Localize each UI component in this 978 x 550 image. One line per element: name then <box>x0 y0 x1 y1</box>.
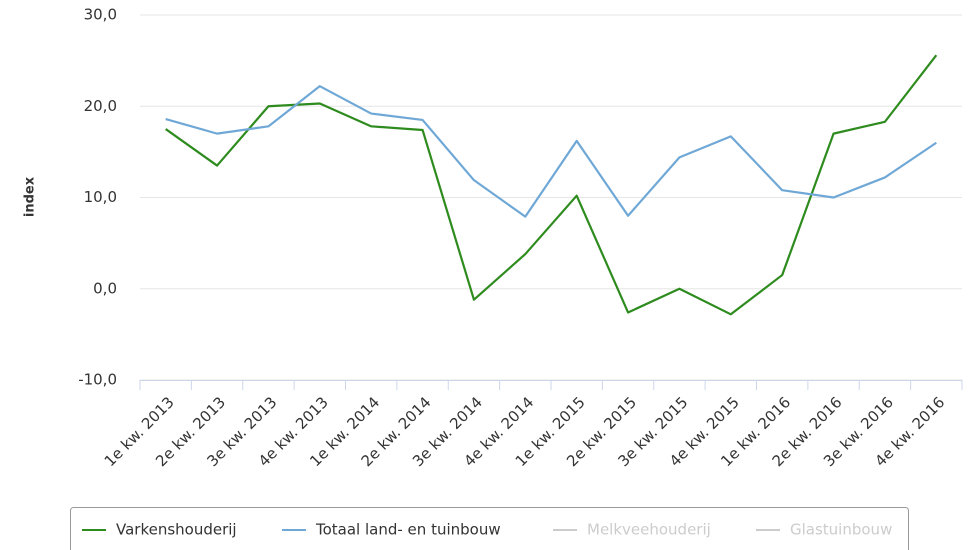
legend-label: Totaal land- en tuinbouw <box>315 521 501 539</box>
y-tick-label: -10,0 <box>78 371 117 389</box>
y-tick-label: 0,0 <box>93 279 117 297</box>
series-line <box>165 85 937 218</box>
series-line <box>165 54 938 316</box>
y-tick-label: 20,0 <box>84 97 117 115</box>
legend-label: Melkveehouderij <box>587 521 711 539</box>
legend-label: Glastuinbouw <box>790 521 892 539</box>
legend-box <box>70 507 909 550</box>
legend-label: Varkenshouderij <box>116 521 237 539</box>
y-tick-label: 30,0 <box>84 6 117 24</box>
y-tick-label: 10,0 <box>84 188 117 206</box>
y-axis-label: index <box>23 176 38 217</box>
